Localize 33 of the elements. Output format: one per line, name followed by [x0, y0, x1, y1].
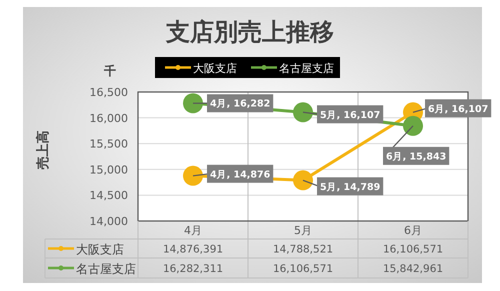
point: [403, 116, 423, 136]
data-label: 5月, 14,789: [320, 182, 380, 193]
text: 16,282,311: [162, 263, 224, 275]
y-tick-label: 16,000: [90, 112, 128, 125]
x-tick-label: 4月: [184, 224, 202, 237]
y-tick-label: 15,000: [90, 163, 128, 176]
data-label: 4月, 16,282: [210, 98, 270, 110]
y-tick-label: 14,500: [90, 189, 128, 202]
chart-title: 支店別売上推移: [165, 18, 334, 46]
text: 15,842,961: [382, 263, 444, 275]
data-label: 6月, 16,107: [428, 104, 488, 115]
point: [183, 166, 203, 186]
data-label: 5月, 16,107: [320, 110, 380, 121]
text: 16,106,571: [382, 244, 444, 256]
data-label: 4月, 14,876: [210, 169, 271, 180]
y-tick-label: 16,500: [90, 86, 128, 99]
text: 14,876,391: [162, 244, 224, 256]
data-label: 6月, 15,843: [386, 151, 446, 162]
legend-label: 大阪支店: [193, 62, 237, 75]
x-tick-label: 6月: [404, 224, 422, 237]
text: 16,106,571: [272, 263, 334, 275]
text: 14,788,521: [272, 244, 334, 256]
text: 名古屋支店: [76, 262, 136, 276]
point: [183, 93, 203, 114]
point: [293, 102, 313, 122]
y-axis-title: 売上高: [35, 130, 51, 170]
y-tick-label: 14,000: [90, 215, 128, 228]
y-tick-label: 15,500: [90, 138, 128, 151]
text: 千: [103, 64, 116, 78]
x-tick-label: 5月: [294, 224, 312, 237]
point: [293, 170, 313, 190]
text: 大阪支店: [76, 242, 124, 256]
legend-label: 名古屋支店: [279, 62, 334, 75]
